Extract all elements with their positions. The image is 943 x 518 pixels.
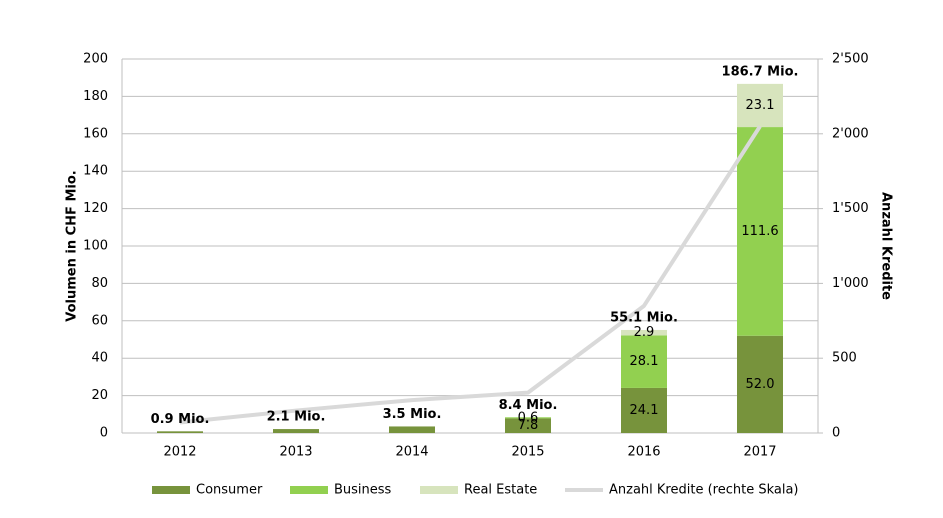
bar-segment [621,387,667,433]
y-tick-label: 0 [100,426,108,441]
y2-axis-title: Anzahl Kredite [879,192,894,300]
line-series [179,125,762,425]
total-label: 8.4 Mio. [499,398,558,413]
x-tick-label: 2016 [627,445,660,460]
y-tick-label: 60 [91,313,108,328]
segment-label: 7.8 [518,418,539,433]
y-tick-label: 160 [83,126,108,141]
segment-label: 24.1 [630,403,659,418]
total-label: 2.1 Mio. [267,410,326,425]
segment-label: 23.1 [746,98,775,113]
y-tick-label: 140 [83,164,108,179]
bar-segment [737,83,783,128]
y2-tick-label: 1'000 [832,276,869,291]
y2-tick-label: 500 [832,351,857,366]
bar-segment [621,335,667,388]
bar-segment [157,431,203,433]
total-label: 55.1 Mio. [610,310,678,325]
y-tick-label: 180 [83,89,108,104]
legend-label: Business [334,483,392,498]
y-tick-label: 200 [83,52,108,67]
bar-segment [737,127,783,336]
legend-label: Consumer [196,483,263,498]
segment-label: 52.0 [746,377,775,392]
segment-label: 2.9 [634,325,655,340]
bar-segment [273,429,319,433]
x-tick-label: 2017 [743,445,776,460]
y-tick-label: 80 [91,276,108,291]
x-tick-label: 2012 [163,445,196,460]
bar-segment [389,426,435,433]
y2-tick-label: 0 [832,426,840,441]
total-label: 3.5 Mio. [383,407,442,422]
segment-label: 28.1 [630,354,659,369]
legend-swatch [420,486,458,494]
y2-tick-label: 2'500 [832,52,869,67]
y-tick-label: 100 [83,239,108,254]
y-axis-title: Volumen in CHF Mio. [65,170,80,321]
segment-label: 111.6 [741,224,778,239]
x-tick-label: 2015 [511,445,544,460]
bar-segment [505,417,551,419]
legend-label: Real Estate [464,483,537,498]
x-tick-label: 2014 [395,445,428,460]
y2-tick-label: 1'500 [832,201,869,216]
legend-swatch [152,486,190,494]
y-tick-label: 40 [91,351,108,366]
legend-swatch [290,486,328,494]
y-tick-label: 120 [83,201,108,216]
x-tick-label: 2013 [279,445,312,460]
total-label: 0.9 Mio. [151,412,210,427]
segment-label: 0.6 [518,410,539,425]
y-tick-label: 20 [91,388,108,403]
bar-segment [737,335,783,433]
total-label: 186.7 Mio. [722,64,799,79]
bar-segment [621,329,667,336]
legend-label: Anzahl Kredite (rechte Skala) [609,483,799,498]
bar-segment [505,418,551,433]
y2-tick-label: 2'000 [832,126,869,141]
